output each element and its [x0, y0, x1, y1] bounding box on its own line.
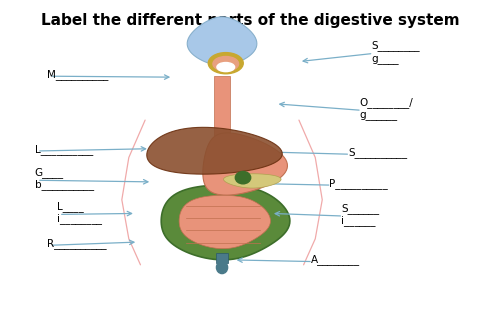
Text: S________
g____: S________ g____ [371, 40, 420, 64]
Text: Label the different parts of the digestive system: Label the different parts of the digesti… [40, 13, 460, 28]
Text: L____
i________: L____ i________ [56, 201, 102, 224]
Polygon shape [214, 76, 230, 146]
Ellipse shape [208, 52, 243, 74]
Ellipse shape [216, 261, 228, 274]
Text: O________/
g______: O________/ g______ [360, 97, 414, 120]
Text: L__________: L__________ [34, 144, 93, 155]
Polygon shape [187, 17, 257, 66]
Text: R__________: R__________ [47, 238, 107, 249]
Text: S______
i______: S______ i______ [341, 203, 379, 226]
Polygon shape [224, 174, 281, 188]
Polygon shape [161, 185, 290, 260]
Text: G____
b__________: G____ b__________ [34, 167, 94, 190]
Polygon shape [147, 127, 282, 174]
Polygon shape [179, 195, 270, 249]
Text: S__________: S__________ [348, 147, 407, 158]
Ellipse shape [213, 56, 238, 71]
Ellipse shape [217, 63, 234, 72]
Text: A________: A________ [310, 255, 360, 265]
Polygon shape [203, 133, 287, 195]
Polygon shape [216, 254, 228, 263]
Text: P__________: P__________ [329, 178, 388, 189]
Ellipse shape [236, 172, 250, 184]
Text: M__________: M__________ [47, 69, 108, 80]
